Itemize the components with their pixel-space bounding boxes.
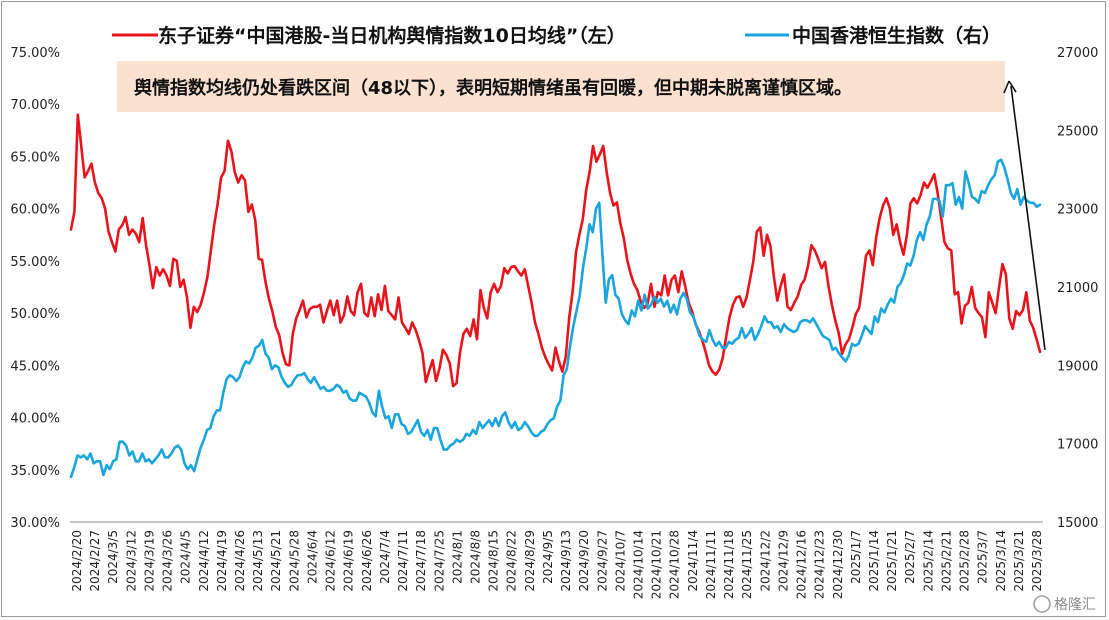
- right-tick-label: 25000: [1057, 124, 1098, 139]
- x-tick-label: 2025/2/14: [921, 530, 935, 592]
- x-tick-label: 2024/11/25: [740, 530, 754, 599]
- annotation-arrow: [1003, 80, 1046, 351]
- x-tick-label: 2024/6/4: [305, 530, 319, 584]
- annotation-text: 舆情指数均线仍处看跌区间（48以下），表明短期情绪虽有回暖，但中期未脱离谨慎区域…: [134, 77, 852, 99]
- axes: 30.00% 35.00% 40.00% 45.00% 50.00% 55.00% 60.0…: [10, 46, 1098, 599]
- x-tick-label: 2024/8/1: [450, 530, 464, 584]
- x-tick-label: 2024/3/26: [161, 530, 175, 592]
- x-tick-label: 2024/11/4: [686, 530, 700, 592]
- x-tick-label: 2025/1/14: [867, 530, 881, 592]
- x-tick-label: 2024/2/27: [88, 530, 102, 592]
- x-tick-label: 2025/1/7: [849, 530, 863, 584]
- x-tick-label: 2024/10/14: [632, 530, 646, 599]
- left-tick-label: 55.00%: [10, 255, 60, 270]
- x-tick-label: 2024/11/11: [704, 530, 718, 599]
- x-tick-label: 2024/12/16: [795, 530, 809, 599]
- x-tick-label: 2024/8/22: [505, 530, 519, 592]
- x-tick-label: 2024/4/5: [179, 530, 193, 584]
- x-tick-label: 2024/12/23: [813, 530, 827, 599]
- x-tick-label: 2025/3/14: [994, 530, 1008, 592]
- x-tick-label: 2024/3/19: [142, 530, 156, 592]
- x-tick-label: 2024/9/27: [595, 530, 609, 592]
- x-tick-label: 2024/12/30: [831, 530, 845, 599]
- x-tick-label: 2024/10/7: [613, 530, 627, 592]
- x-tick-label: 2025/2/7: [903, 530, 917, 584]
- x-tick-label: 2024/5/13: [251, 530, 265, 592]
- x-tick-label: 2024/5/28: [287, 530, 301, 592]
- x-tick-label: 2024/8/8: [468, 530, 482, 584]
- left-tick-label: 50.00%: [10, 307, 60, 322]
- x-tick-label: 2024/3/12: [124, 530, 138, 592]
- right-tick-label: 27000: [1057, 46, 1098, 61]
- x-tick-label: 2024/6/26: [360, 530, 374, 592]
- x-tick-label: 2025/2/28: [958, 530, 972, 592]
- x-tick-label: 2025/1/21: [885, 530, 899, 592]
- x-tick-label: 2024/11/18: [722, 530, 736, 599]
- x-tick-label: 2024/10/21: [650, 530, 664, 599]
- x-tick-label: 2024/7/11: [396, 530, 410, 592]
- x-tick-label: 2024/2/20: [70, 530, 84, 592]
- legend-label-hsi: 中国香港恒生指数（右）: [792, 24, 1001, 47]
- x-tick-label: 2024/9/13: [559, 530, 573, 592]
- x-tick-label: 2024/3/5: [106, 530, 120, 584]
- x-tick-label: 2024/4/26: [233, 530, 247, 592]
- x-tick-label: 2024/7/25: [432, 530, 446, 592]
- series-group: [69, 113, 1042, 479]
- annotation-arrow-line: [1010, 85, 1046, 351]
- watermark: 格隆汇: [1033, 595, 1096, 613]
- x-tick-label: 2024/6/12: [324, 530, 338, 592]
- x-tick-label: 2024/4/19: [215, 530, 229, 592]
- x-tick-label: 2024/12/9: [776, 530, 790, 592]
- watermark-text: 格隆汇: [1054, 597, 1096, 613]
- right-tick-label: 15000: [1057, 516, 1098, 531]
- x-tick-label: 2025/3/7: [976, 530, 990, 584]
- x-tick-label: 2024/7/18: [414, 530, 428, 592]
- series-line-sentiment: [69, 113, 1042, 388]
- x-tick-label: 2024/7/4: [378, 530, 392, 584]
- x-tick-label: 2024/8/29: [523, 530, 537, 592]
- annotation-background: [117, 61, 1005, 112]
- right-tick-label: 19000: [1057, 359, 1098, 374]
- right-tick-label: 23000: [1057, 203, 1098, 218]
- x-tick-label: 2025/3/21: [1012, 530, 1026, 592]
- left-tick-label: 70.00%: [10, 98, 60, 113]
- right-tick-label: 21000: [1057, 281, 1098, 296]
- left-tick-label: 75.00%: [10, 46, 60, 61]
- legend-label-sentiment: 东子证券“中国港股-当日机构舆情指数10日均线”（左）: [158, 24, 626, 47]
- annotation-box: 舆情指数均线仍处看跌区间（48以下），表明短期情绪虽有回暖，但中期未脱离谨慎区域…: [117, 61, 1005, 112]
- left-tick-label: 65.00%: [10, 150, 60, 165]
- left-tick-label: 60.00%: [10, 203, 60, 218]
- x-tick-label: 2024/5/21: [269, 530, 283, 592]
- right-tick-label: 17000: [1057, 438, 1098, 453]
- left-tick-label: 40.00%: [10, 412, 60, 427]
- x-tick-label: 2024/12/2: [758, 530, 772, 592]
- left-tick-label: 45.00%: [10, 359, 60, 374]
- x-tick-label: 2025/3/28: [1030, 530, 1044, 592]
- x-tick-label: 2024/10/28: [668, 530, 682, 599]
- series-line-hsi: [69, 158, 1042, 479]
- watermark-logo-icon: [1033, 595, 1051, 613]
- x-tick-label: 2024/4/12: [197, 530, 211, 592]
- x-tick-label: 2024/8/15: [487, 530, 501, 592]
- x-tick-label: 2024/6/19: [342, 530, 356, 592]
- x-tick-label: 2024/9/20: [577, 530, 591, 592]
- x-tick-label: 2025/2/21: [939, 530, 953, 592]
- left-tick-label: 30.00%: [10, 516, 60, 531]
- left-tick-label: 35.00%: [10, 464, 60, 479]
- annotation-arrow-head: [1003, 80, 1017, 94]
- x-tick-label: 2024/9/5: [541, 530, 555, 584]
- legend: 东子证券“中国港股-当日机构舆情指数10日均线”（左） 中国香港恒生指数（右）: [112, 24, 1001, 47]
